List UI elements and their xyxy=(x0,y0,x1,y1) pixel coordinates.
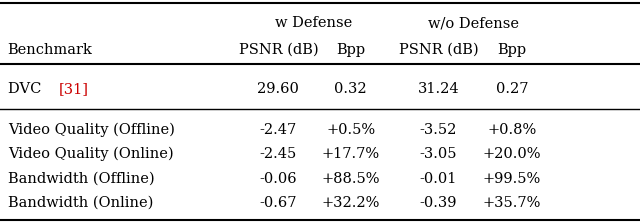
Text: +99.5%: +99.5% xyxy=(483,172,541,186)
Text: 0.32: 0.32 xyxy=(335,82,367,96)
Text: +20.0%: +20.0% xyxy=(483,147,541,161)
Text: DVC: DVC xyxy=(8,82,45,96)
Text: -3.05: -3.05 xyxy=(420,147,457,161)
Text: 31.24: 31.24 xyxy=(417,82,460,96)
Text: +0.5%: +0.5% xyxy=(326,123,375,137)
Text: +0.8%: +0.8% xyxy=(488,123,536,137)
Text: Bpp: Bpp xyxy=(336,43,365,57)
Text: w Defense: w Defense xyxy=(275,16,352,30)
Text: Bandwidth (Offline): Bandwidth (Offline) xyxy=(8,172,154,186)
Text: -0.06: -0.06 xyxy=(260,172,297,186)
Text: PSNR (dB): PSNR (dB) xyxy=(239,43,318,57)
Text: +35.7%: +35.7% xyxy=(483,196,541,210)
Text: 0.27: 0.27 xyxy=(496,82,528,96)
Text: +32.2%: +32.2% xyxy=(321,196,380,210)
Text: -3.52: -3.52 xyxy=(420,123,457,137)
Text: [31]: [31] xyxy=(59,82,89,96)
Text: Benchmark: Benchmark xyxy=(8,43,93,57)
Text: PSNR (dB): PSNR (dB) xyxy=(399,43,478,57)
Text: -0.39: -0.39 xyxy=(420,196,457,210)
Text: +17.7%: +17.7% xyxy=(322,147,380,161)
Text: -0.67: -0.67 xyxy=(260,196,297,210)
Text: w/o Defense: w/o Defense xyxy=(428,16,519,30)
Text: +88.5%: +88.5% xyxy=(321,172,380,186)
Text: Video Quality (Offline): Video Quality (Offline) xyxy=(8,123,175,137)
Text: -0.01: -0.01 xyxy=(420,172,457,186)
Text: Bpp: Bpp xyxy=(497,43,527,57)
Text: Video Quality (Online): Video Quality (Online) xyxy=(8,147,173,161)
Text: -2.47: -2.47 xyxy=(260,123,297,137)
Text: -2.45: -2.45 xyxy=(260,147,297,161)
Text: Bandwidth (Online): Bandwidth (Online) xyxy=(8,196,153,210)
Text: 29.60: 29.60 xyxy=(257,82,300,96)
